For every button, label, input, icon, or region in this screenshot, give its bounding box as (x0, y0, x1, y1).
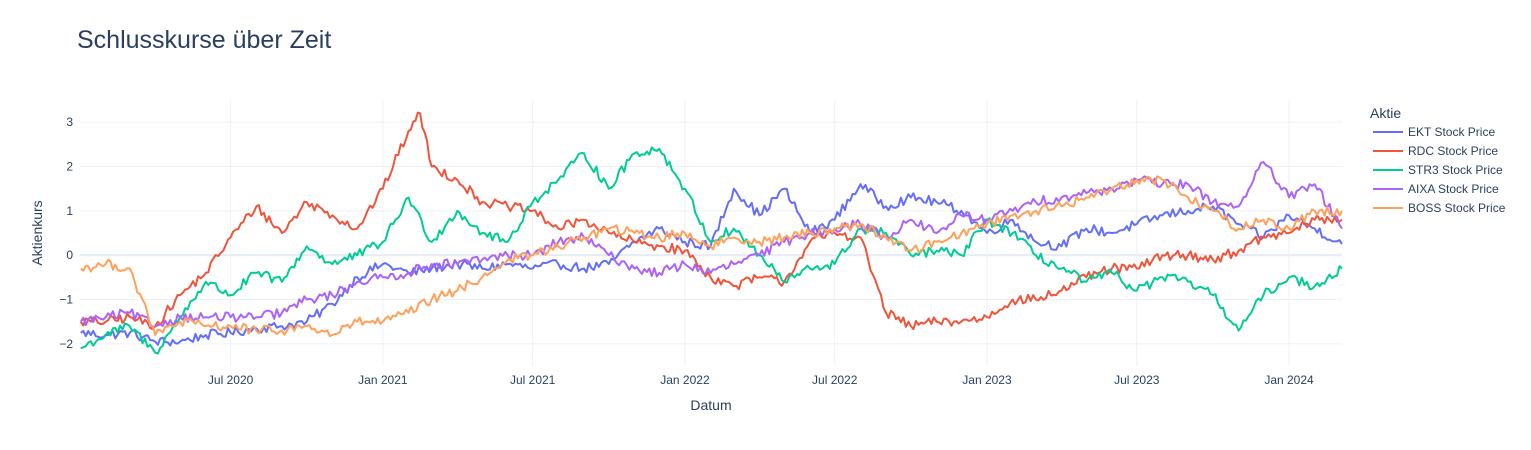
legend-item[interactable]: EKT Stock Price (1373, 125, 1495, 139)
y-tick-label: 1 (66, 204, 73, 218)
chart-title: Schlusskurse über Zeit (77, 26, 332, 54)
y-tick-label: −2 (59, 337, 73, 351)
legend: Aktie EKT Stock Price RDC Stock Price STR3… (1370, 105, 1506, 215)
x-tick-label: Jul 2020 (208, 373, 254, 387)
series-line-1 (79, 111, 1343, 331)
x-tick-label: Jan 2023 (962, 373, 1012, 387)
y-axis-title: Aktienkurs (29, 200, 45, 265)
y-tick-label: −1 (59, 293, 73, 307)
x-tick-label: Jul 2021 (510, 373, 556, 387)
legend-item[interactable]: RDC Stock Price (1373, 144, 1498, 158)
x-tick-label: Jan 2024 (1264, 373, 1314, 387)
legend-label: BOSS Stock Price (1408, 201, 1506, 215)
legend-item[interactable]: AIXA Stock Price (1373, 182, 1499, 196)
x-tick-label: Jul 2023 (1114, 373, 1160, 387)
legend-label: RDC Stock Price (1408, 144, 1498, 158)
x-tick-label: Jul 2022 (812, 373, 858, 387)
legend-label: EKT Stock Price (1408, 125, 1495, 139)
legend-title: Aktie (1370, 105, 1401, 121)
series-layer (79, 111, 1343, 355)
legend-item[interactable]: STR3 Stock Price (1373, 163, 1503, 177)
y-tick-label: 0 (66, 248, 73, 262)
y-tick-label: 2 (66, 160, 73, 174)
legend-label: AIXA Stock Price (1408, 182, 1499, 196)
tick-layer: −2 −1 0 1 2 3 Jul 2020 Jan 2021 Jul 2021 Jan 2022… (59, 115, 1314, 387)
series-line-3 (79, 161, 1343, 329)
x-axis-title: Datum (690, 397, 731, 413)
x-tick-label: Jan 2022 (660, 373, 710, 387)
series-line-4 (80, 175, 1343, 338)
series-line-0 (80, 183, 1343, 347)
y-tick-label: 3 (66, 115, 73, 129)
series-line-2 (80, 146, 1343, 355)
legend-items: EKT Stock Price RDC Stock Price STR3 Stock… (1373, 125, 1506, 215)
x-tick-label: Jan 2021 (358, 373, 408, 387)
legend-item[interactable]: BOSS Stock Price (1373, 201, 1506, 215)
legend-label: STR3 Stock Price (1408, 163, 1503, 177)
